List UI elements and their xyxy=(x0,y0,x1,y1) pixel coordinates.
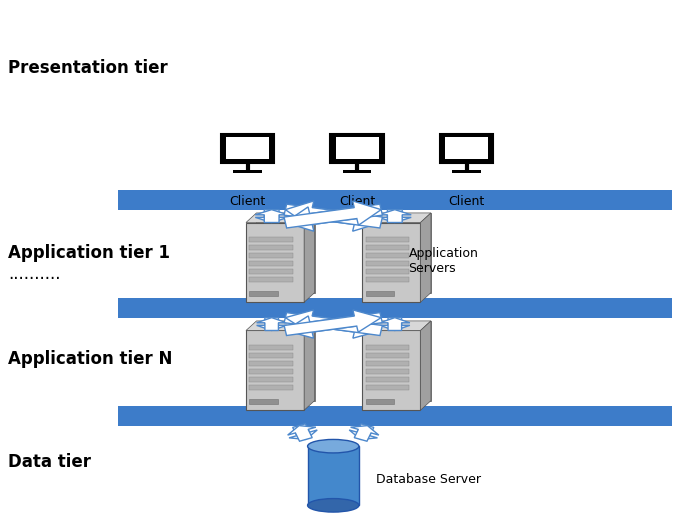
Bar xyxy=(249,385,293,390)
Ellipse shape xyxy=(308,498,359,512)
Bar xyxy=(365,385,409,390)
Text: Application
Servers: Application Servers xyxy=(409,247,478,275)
Polygon shape xyxy=(256,321,315,401)
Bar xyxy=(249,291,278,296)
Polygon shape xyxy=(285,201,383,228)
Polygon shape xyxy=(362,213,431,222)
Bar xyxy=(362,222,420,302)
Bar xyxy=(365,345,409,351)
Polygon shape xyxy=(289,424,317,439)
Polygon shape xyxy=(285,204,383,231)
Text: Database Server: Database Server xyxy=(376,473,482,486)
Text: Application tier N: Application tier N xyxy=(8,350,172,368)
Bar xyxy=(249,361,293,367)
Bar xyxy=(365,353,409,358)
Polygon shape xyxy=(349,424,377,439)
Polygon shape xyxy=(288,425,316,441)
Bar xyxy=(440,133,493,163)
Bar xyxy=(365,253,409,258)
Bar xyxy=(249,261,293,266)
Bar xyxy=(365,361,409,367)
Bar xyxy=(365,237,409,242)
Bar xyxy=(365,277,409,282)
Polygon shape xyxy=(257,317,286,330)
Text: Data tier: Data tier xyxy=(8,452,91,470)
Text: ..........: .......... xyxy=(8,265,60,283)
Ellipse shape xyxy=(308,439,359,453)
Bar xyxy=(249,277,293,282)
Polygon shape xyxy=(304,321,315,410)
Bar xyxy=(343,170,372,173)
Polygon shape xyxy=(256,210,288,222)
Polygon shape xyxy=(420,213,431,302)
Bar xyxy=(365,399,394,404)
Polygon shape xyxy=(284,310,381,336)
Text: Client: Client xyxy=(449,195,485,208)
Polygon shape xyxy=(284,313,381,338)
Bar xyxy=(362,330,420,410)
Bar xyxy=(246,330,304,410)
Polygon shape xyxy=(256,210,288,222)
Polygon shape xyxy=(285,313,383,338)
Bar xyxy=(365,261,409,266)
Bar xyxy=(335,138,379,159)
Polygon shape xyxy=(284,204,381,231)
Bar xyxy=(365,377,409,382)
Bar xyxy=(445,138,488,159)
Bar xyxy=(330,133,384,163)
Text: Presentation tier: Presentation tier xyxy=(8,59,168,77)
Polygon shape xyxy=(285,310,383,336)
Polygon shape xyxy=(380,317,410,330)
Polygon shape xyxy=(304,213,315,302)
Bar xyxy=(246,222,304,302)
Bar xyxy=(365,269,409,275)
Bar xyxy=(221,133,275,163)
Bar xyxy=(249,245,293,250)
Bar xyxy=(249,369,293,374)
Text: Application tier 1: Application tier 1 xyxy=(8,245,170,262)
Bar xyxy=(330,160,384,163)
Bar xyxy=(440,160,493,163)
Bar xyxy=(249,345,293,351)
Polygon shape xyxy=(373,213,431,293)
Bar xyxy=(365,291,394,296)
Bar xyxy=(249,399,278,404)
Polygon shape xyxy=(373,321,431,401)
Bar xyxy=(221,160,275,163)
Polygon shape xyxy=(350,425,379,441)
Polygon shape xyxy=(379,210,412,222)
Polygon shape xyxy=(257,317,286,330)
Text: Client: Client xyxy=(339,195,375,208)
Polygon shape xyxy=(256,213,315,293)
Polygon shape xyxy=(284,201,381,228)
Bar xyxy=(249,237,293,242)
Bar xyxy=(249,353,293,358)
Text: Client: Client xyxy=(229,195,266,208)
Bar xyxy=(308,446,359,505)
Bar xyxy=(365,369,409,374)
Polygon shape xyxy=(420,321,431,410)
Bar xyxy=(226,138,269,159)
Polygon shape xyxy=(362,321,431,330)
Bar xyxy=(249,269,293,275)
Bar xyxy=(117,298,672,317)
Polygon shape xyxy=(246,321,315,330)
Polygon shape xyxy=(380,317,410,330)
Bar xyxy=(249,377,293,382)
Polygon shape xyxy=(379,210,412,222)
Bar xyxy=(117,406,672,425)
Polygon shape xyxy=(246,213,315,222)
Bar xyxy=(365,245,409,250)
Bar xyxy=(117,190,672,210)
Bar xyxy=(234,170,262,173)
Bar xyxy=(249,253,293,258)
Bar xyxy=(452,170,481,173)
